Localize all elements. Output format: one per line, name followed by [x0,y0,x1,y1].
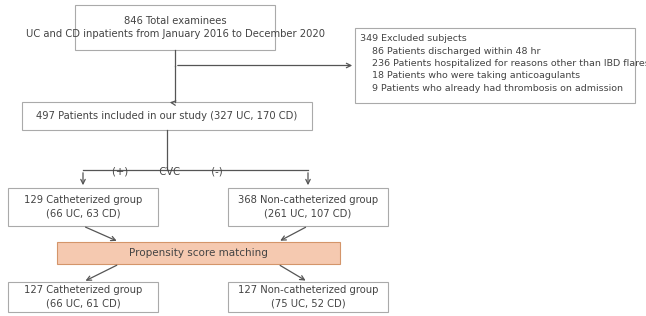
Text: 349 Excluded subjects
    86 Patients discharged within 48 hr
    236 Patients h: 349 Excluded subjects 86 Patients discha… [360,34,646,93]
Text: 129 Catheterized group
(66 UC, 63 CD): 129 Catheterized group (66 UC, 63 CD) [24,195,142,219]
Text: (+)          CVC          (-): (+) CVC (-) [112,167,222,177]
Bar [75,5,275,50]
Text: 127 Catheterized group
(66 UC, 61 CD): 127 Catheterized group (66 UC, 61 CD) [24,285,142,309]
Text: 127 Non-catheterized group
(75 UC, 52 CD): 127 Non-catheterized group (75 UC, 52 CD… [238,285,378,309]
Text: 846 Total examinees
UC and CD inpatients from January 2016 to December 2020: 846 Total examinees UC and CD inpatients… [25,16,324,39]
Bar [8,188,158,226]
Bar [355,28,635,103]
Text: 368 Non-catheterized group
(261 UC, 107 CD): 368 Non-catheterized group (261 UC, 107 … [238,195,378,219]
Bar [228,188,388,226]
Bar [8,282,158,312]
Bar [22,102,312,130]
Bar [57,242,340,264]
Text: Propensity score matching: Propensity score matching [129,248,268,258]
Text: 497 Patients included in our study (327 UC, 170 CD): 497 Patients included in our study (327 … [36,111,298,121]
Bar [228,282,388,312]
